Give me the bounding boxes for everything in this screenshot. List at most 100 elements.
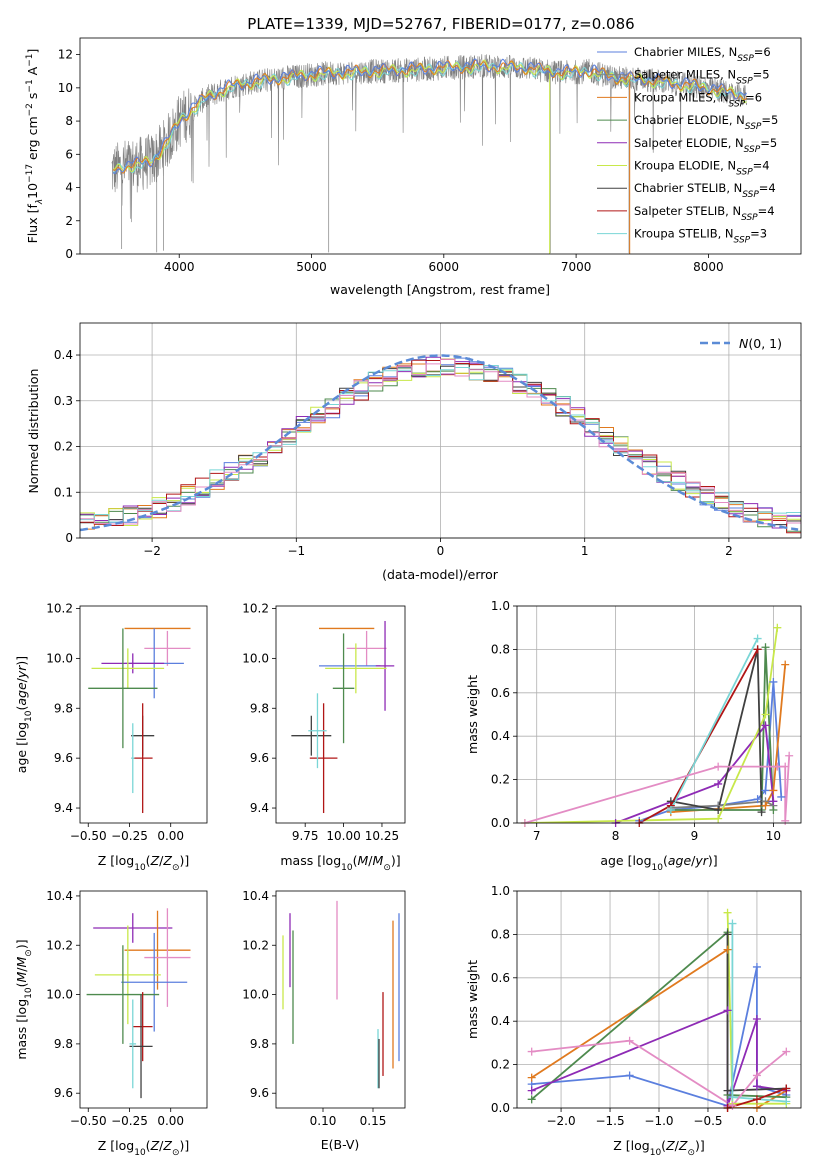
legend-label: Kroupa ELODIE, NSSP=4: [634, 159, 770, 178]
y-tick-label: 6: [65, 147, 73, 161]
plus-marker: [752, 1071, 761, 1080]
y-tick-label: 0.6: [491, 971, 510, 985]
plus-marker: [625, 1036, 634, 1045]
x-axis-label: wavelength [Angstrom, rest frame]: [330, 282, 550, 297]
plus-marker: [773, 762, 782, 771]
x-tick-label: 2: [725, 544, 733, 558]
plus-marker: [723, 908, 732, 917]
y-tick-label: 9.6: [54, 1086, 73, 1100]
legend-label: Chabrier ELODIE, NSSP=5: [634, 113, 778, 132]
y-tick-label: 10.4: [242, 889, 269, 903]
legend-label: Kroupa MILES, NSSP=6: [634, 90, 762, 109]
y-tick-label: 0.6: [491, 686, 510, 700]
plot-area: [80, 354, 801, 534]
y-tick-label: 0.8: [491, 927, 510, 941]
plot-area: [111, 54, 748, 254]
x-axis-label: Z [log10(Z/Z⊙)]: [98, 853, 190, 873]
y-tick-label: 9.8: [54, 1037, 73, 1051]
y-tick-label: 0.0: [491, 816, 510, 830]
mass-weight-line: [615, 723, 775, 823]
x-tick-label: 10: [766, 829, 781, 843]
y-axis-label: mass weight: [465, 960, 480, 1039]
axes-frame: [79, 37, 802, 255]
y-tick-label: 8: [65, 114, 73, 128]
model-spectrum-line: [112, 59, 747, 174]
y-tick-label: 10.0: [46, 651, 73, 665]
y-tick-label: 9.8: [250, 1037, 269, 1051]
y-tick-label: 0.0: [491, 1101, 510, 1115]
plus-marker: [761, 801, 770, 810]
y-tick-label: 9.4: [54, 801, 73, 815]
plus-marker: [769, 677, 778, 686]
plus-marker: [723, 945, 732, 954]
x-tick-label: −0.25: [111, 1114, 148, 1128]
x-tick-label: 8: [612, 829, 620, 843]
plus-marker: [527, 1073, 536, 1082]
extinction-mass-panel: 0.10 0.15 9.6 9.8 10.0 10.2 10.4 E(B-V): [242, 889, 406, 1152]
x-tick-label: 0: [437, 544, 445, 558]
y-tick-label: 10.0: [46, 988, 73, 1002]
x-axis-label: Z [log10(Z/Z⊙)]: [613, 1138, 705, 1158]
y-tick-label: 9.6: [250, 1086, 269, 1100]
plus-marker: [728, 1093, 737, 1102]
y-tick-label: 0.3: [54, 394, 73, 408]
residual-histogram-panel: −2 −1 0 1 2 0 0.1 0.2 0.3 0.4 N(0, 1) (data-model)/…: [26, 322, 802, 582]
mass-weight-line: [531, 947, 787, 1108]
legend-label: Chabrier STELIB, NSSP=4: [634, 181, 776, 200]
legend-label: Salpeter MILES, NSSP=5: [634, 68, 770, 87]
x-axis-label: (data-model)/error: [382, 567, 499, 582]
plus-marker: [761, 721, 770, 730]
axes-frame: [516, 890, 802, 1109]
x-tick-label: 1: [581, 544, 589, 558]
plus-marker: [785, 751, 794, 760]
plus-marker: [714, 762, 723, 771]
plot-area: [524, 627, 791, 823]
y-tick-label: 1.0: [491, 884, 510, 898]
plus-marker: [752, 1015, 761, 1024]
plot-area: [86, 908, 191, 1099]
y-tick-label: 0.4: [491, 1014, 510, 1028]
x-axis-label: Z [log10(Z/Z⊙)]: [98, 1138, 190, 1158]
plus-marker: [527, 1086, 536, 1095]
plus-marker: [757, 808, 766, 817]
x-tick-label: 6000: [429, 260, 460, 274]
x-tick-label: 9.75: [292, 829, 319, 843]
x-tick-label: 0.15: [360, 1114, 387, 1128]
plus-marker: [782, 1084, 791, 1093]
y-axis-label: Normed distribution: [26, 369, 41, 494]
y-tick-label: 9.4: [250, 801, 269, 815]
age-mass-weight-panel: 7 8 9 10 0.0 0.2 0.4 0.6 0.8 1.0 age [log10(age/yr…: [465, 599, 802, 873]
x-tick-label: −1: [287, 544, 305, 558]
y-tick-label: 4: [65, 181, 73, 195]
plus-marker: [777, 792, 786, 801]
x-tick-label: 7: [533, 829, 541, 843]
y-tick-label: 0.4: [54, 348, 73, 362]
mass-weight-line: [670, 649, 763, 813]
plus-marker: [723, 1006, 732, 1015]
figure-title: PLATE=1339, MJD=52767, FIBERID=0177, z=0…: [247, 15, 634, 33]
x-tick-label: 0.0: [747, 1114, 766, 1128]
x-axis-label: E(B-V): [321, 1137, 360, 1152]
mass-weight-line: [669, 638, 759, 811]
y-tick-label: 1.0: [491, 599, 510, 613]
legend-label: Salpeter ELODIE, NSSP=5: [634, 136, 777, 155]
plus-marker: [782, 1097, 791, 1106]
y-axis-label: mass [log10(M/M⊙)]: [14, 939, 34, 1059]
plus-marker: [769, 805, 778, 814]
legend-label: Salpeter STELIB, NSSP=4: [634, 204, 775, 223]
mass-weight-line: [531, 1009, 787, 1107]
x-tick-label: 7000: [561, 260, 592, 274]
y-tick-label: 9.6: [250, 751, 269, 765]
plus-marker: [781, 816, 790, 825]
plus-marker: [723, 930, 732, 939]
plot-area: [88, 627, 191, 814]
x-axis-label: mass [log10(M/M⊙)]: [280, 853, 400, 873]
x-tick-label: −0.50: [70, 829, 107, 843]
y-tick-label: 0: [65, 531, 73, 545]
plus-marker: [769, 797, 778, 806]
plus-marker: [728, 1101, 737, 1110]
y-tick-label: 10.2: [46, 938, 73, 952]
y-tick-label: 10.2: [46, 601, 73, 615]
x-tick-label: 0.00: [157, 1114, 184, 1128]
